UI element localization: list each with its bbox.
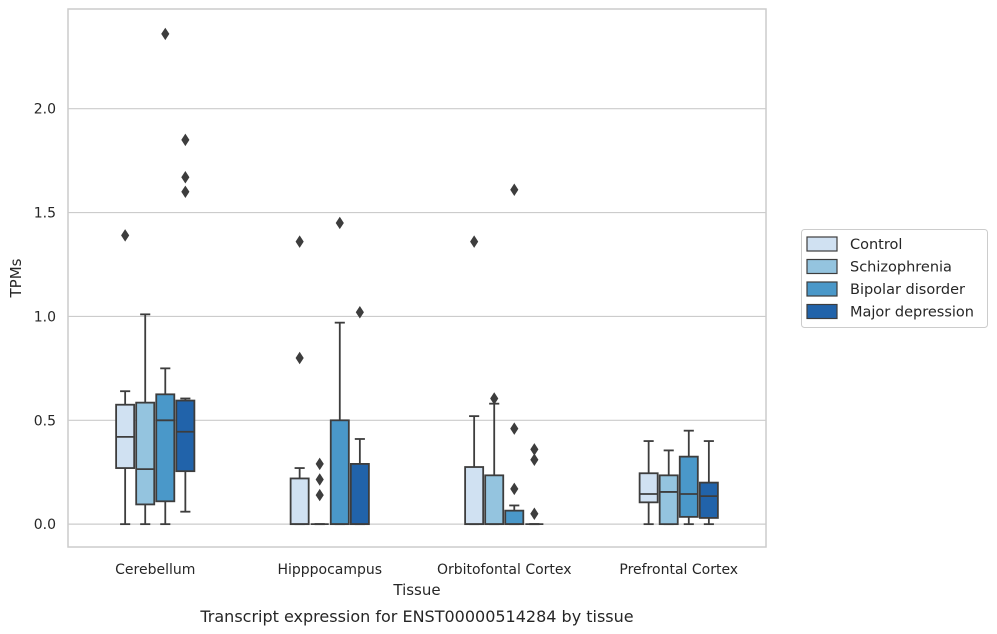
- legend-swatch-schizophrenia: [806, 258, 838, 275]
- y-tick-label: 0.5: [34, 413, 56, 429]
- legend-label-schizophrenia: Schizophrenia: [850, 260, 952, 276]
- y-tick-label: 1.5: [34, 206, 56, 222]
- outlier-point: [181, 171, 190, 184]
- outlier-point: [530, 453, 539, 466]
- box-body: [329, 419, 350, 526]
- legend-label-control: Control: [850, 237, 902, 253]
- box-major-depression-prefrontal-cortex: [698, 440, 719, 526]
- x-tick-label: Prefrontal Cortex: [619, 562, 738, 578]
- box-body: [698, 481, 719, 519]
- box-bipolar-disorder-cerebellum: [155, 27, 176, 526]
- outlier-point: [181, 185, 190, 199]
- outlier-point: [315, 488, 324, 502]
- y-axis-ticks: 0.0 0.5 1.0 1.5 2.0: [34, 102, 56, 533]
- outlier-point: [161, 27, 170, 41]
- outlier-point: [315, 473, 324, 486]
- box-body: [638, 472, 659, 504]
- outlier-point: [510, 183, 519, 196]
- x-axis-ticks: Cerebellum Hipppocampus Orbitofontal Corte…: [115, 562, 738, 578]
- outlier-point: [490, 392, 499, 405]
- box-control-prefrontal-cortex: [638, 440, 659, 526]
- box-body: [349, 463, 370, 526]
- box-schizophrenia-orbitofontal-cortex: [484, 392, 505, 526]
- legend: Control Schizophrenia Bipolar disorder Majo…: [801, 229, 988, 328]
- outlier-point: [315, 457, 324, 471]
- box-major-depression-orbitofontal-cortex: [525, 443, 544, 526]
- legend-label-bipolar-disorder: Bipolar disorder: [850, 282, 965, 298]
- outlier-point: [335, 216, 344, 230]
- box-bipolar-disorder-hipppocampus: [329, 216, 350, 526]
- box-bipolar-disorder-prefrontal-cortex: [678, 429, 699, 526]
- legend-frame: [801, 229, 988, 328]
- box-control-cerebellum: [115, 229, 136, 526]
- legend-swatch-control: [806, 236, 838, 252]
- legend-swatch-bipolar-disorder: [806, 281, 838, 297]
- legend-label-major-depression: Major depression: [850, 305, 974, 321]
- y-axis-label: TPMs: [7, 258, 25, 298]
- outlier-point: [530, 443, 539, 456]
- outlier-point: [181, 133, 190, 147]
- y-tick-label: 1.0: [34, 309, 56, 325]
- boxes: [115, 27, 719, 526]
- outlier-point: [121, 229, 130, 242]
- x-axis-label: Tissue: [392, 581, 440, 599]
- y-tick-label: 0.0: [34, 517, 56, 533]
- box-control-orbitofontal-cortex: [464, 235, 485, 526]
- x-tick-label: Cerebellum: [115, 562, 195, 578]
- chart-caption: Transcript expression for ENST0000051428…: [199, 607, 633, 626]
- outlier-point: [295, 235, 304, 248]
- box-bipolar-disorder-orbitofontal-cortex: [504, 183, 525, 526]
- box-schizophrenia-hipppocampus: [310, 457, 329, 526]
- x-tick-label: Orbitofontal Cortex: [437, 562, 572, 578]
- y-tick-label: 2.0: [34, 102, 56, 118]
- outlier-point: [530, 507, 539, 520]
- outlier-point: [470, 235, 479, 248]
- box-body: [678, 455, 699, 518]
- box-body: [504, 509, 525, 526]
- outlier-point: [510, 482, 519, 496]
- box-body: [289, 477, 310, 526]
- box-body: [175, 399, 196, 473]
- box-control-hipppocampus: [289, 235, 310, 526]
- outlier-point: [510, 422, 519, 435]
- outlier-point: [355, 306, 364, 319]
- box-major-depression-cerebellum: [175, 133, 196, 513]
- plot-frame: [67, 8, 767, 548]
- box-body: [464, 466, 485, 526]
- box-body: [658, 474, 679, 526]
- legend-swatch-major-depression: [806, 303, 838, 320]
- box-schizophrenia-prefrontal-cortex: [658, 449, 679, 526]
- box-body: [135, 401, 156, 506]
- box-major-depression-hipppocampus: [349, 306, 370, 526]
- x-tick-label: Hipppocampus: [277, 562, 382, 578]
- outlier-point: [295, 351, 304, 365]
- box-body: [155, 393, 176, 503]
- box-schizophrenia-cerebellum: [135, 313, 156, 526]
- box-body: [484, 474, 505, 526]
